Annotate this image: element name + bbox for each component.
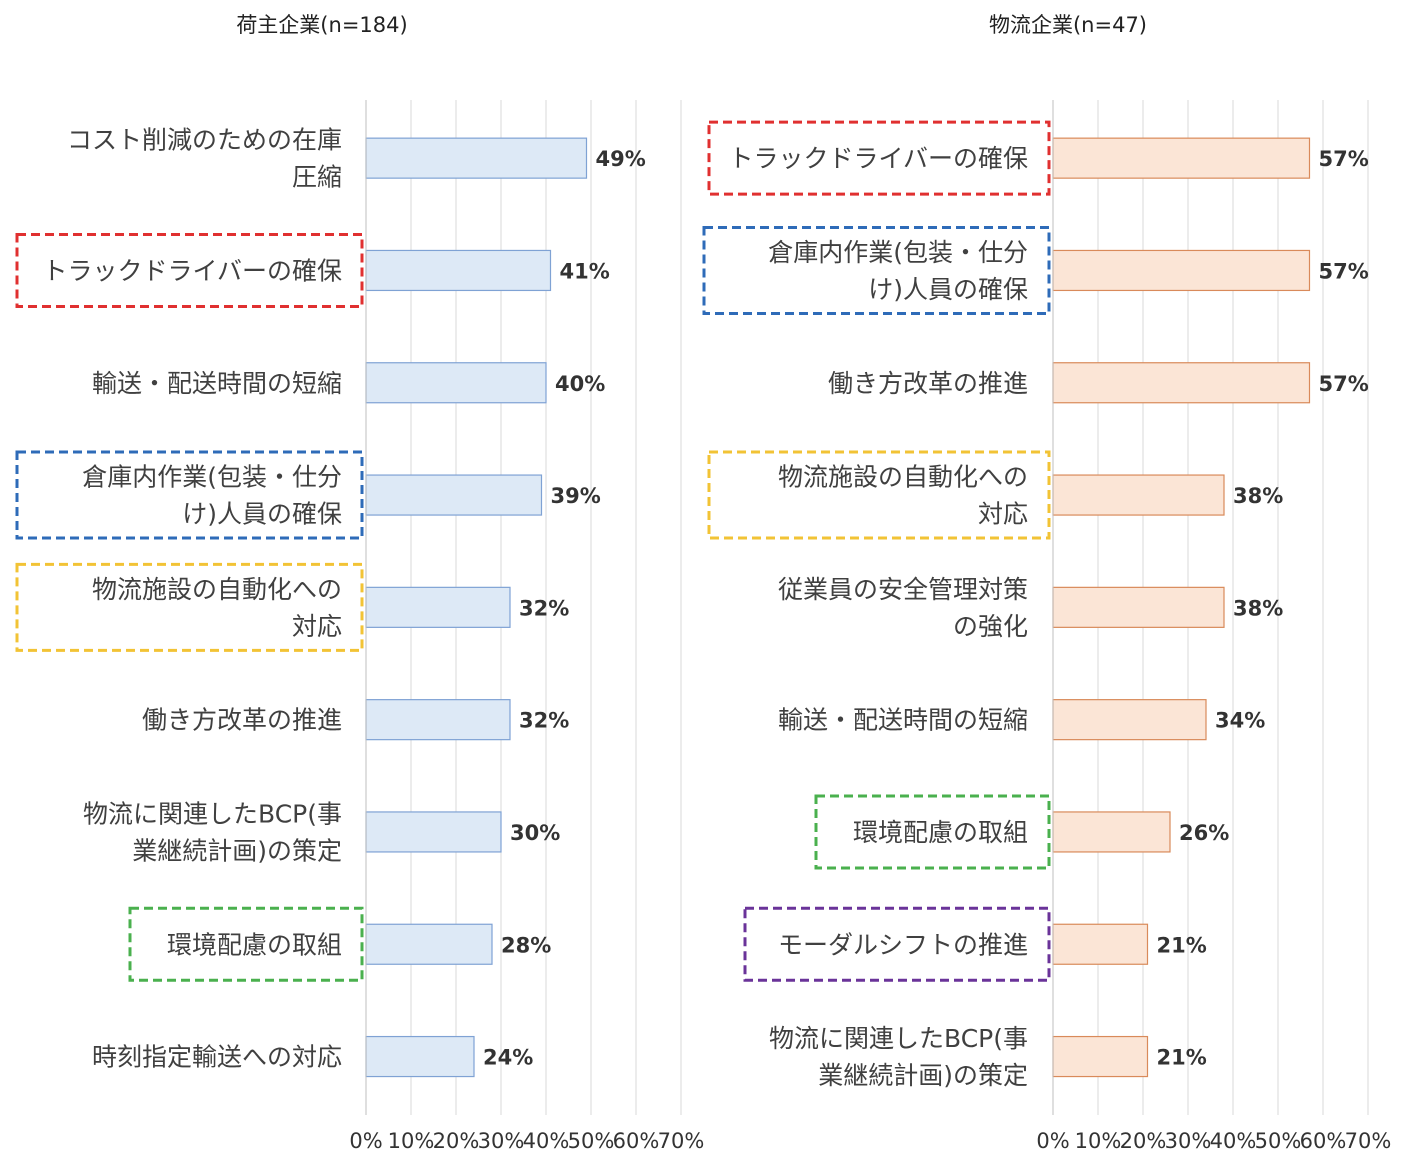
bar-0-2 (365, 362, 547, 404)
bar-1-7 (1052, 923, 1149, 965)
value-label-1-4: 38% (1233, 596, 1283, 620)
x-tick-label-0-0: 0% (349, 1129, 382, 1153)
highlight-box-1-7 (743, 906, 1051, 982)
category-label-0-3-1: け)人員の確保 (182, 500, 342, 529)
category-label-0-1-0: トラックドライバーの確保 (42, 256, 342, 285)
highlight-box-0-3 (15, 450, 364, 540)
category-label-1-5-0: 輸送・配送時間の短縮 (778, 706, 1028, 735)
category-label-1-1-0: 倉庫内作業(包装・仕分 (768, 238, 1028, 267)
bar-0-1 (365, 249, 552, 292)
x-tick-label-0-2: 20% (433, 1129, 480, 1153)
value-label-0-5: 32% (519, 709, 569, 733)
bar-1-6 (1052, 811, 1171, 853)
value-label-1-6: 26% (1179, 821, 1229, 845)
value-label-0-1: 41% (560, 259, 610, 283)
bar-0-6 (365, 811, 502, 853)
x-tick-label-1-5: 50% (1255, 1129, 1302, 1153)
category-label-1-8-1: 業継続計画)の策定 (818, 1061, 1028, 1090)
category-label-1-2-0: 働き方改革の推進 (828, 369, 1028, 398)
value-label-1-3: 38% (1233, 484, 1283, 508)
x-tick-label-1-6: 60% (1300, 1129, 1347, 1153)
value-label-1-1: 57% (1319, 259, 1369, 283)
highlight-box-0-1 (15, 232, 364, 308)
category-label-1-0-0: トラックドライバーの確保 (728, 144, 1028, 173)
bar-0-8 (365, 1035, 475, 1078)
x-tick-label-0-3: 30% (478, 1129, 525, 1153)
category-label-0-2-0: 輸送・配送時間の短縮 (92, 369, 342, 398)
x-tick-label-0-4: 40% (523, 1129, 570, 1153)
category-label-0-5-0: 働き方改革の推進 (142, 706, 342, 735)
category-label-1-6-0: 環境配慮の取組 (853, 818, 1028, 847)
highlight-box-1-0 (707, 120, 1051, 196)
bar-0-7 (365, 923, 493, 965)
x-tick-label-0-6: 60% (613, 1129, 660, 1153)
highlight-box-0-7 (128, 906, 364, 982)
value-label-0-3: 39% (551, 484, 601, 508)
value-label-1-0: 57% (1319, 147, 1369, 171)
category-label-1-7-0: モーダルシフトの推進 (778, 930, 1028, 959)
value-label-1-7: 21% (1157, 933, 1207, 957)
highlight-box-1-1 (702, 225, 1051, 315)
value-label-1-8: 21% (1157, 1046, 1207, 1070)
bar-1-3 (1052, 474, 1225, 516)
x-tick-label-1-4: 40% (1210, 1129, 1257, 1153)
value-label-0-4: 32% (519, 596, 569, 620)
highlight-box-1-6 (814, 794, 1051, 870)
category-label-1-4-0: 従業員の安全管理対策 (778, 575, 1028, 604)
value-label-0-2: 40% (555, 372, 605, 396)
bar-1-1 (1052, 249, 1311, 292)
x-tick-label-0-5: 50% (568, 1129, 615, 1153)
value-label-0-0: 49% (596, 147, 646, 171)
x-tick-label-1-7: 70% (1345, 1129, 1392, 1153)
category-label-0-4-0: 物流施設の自動化への (92, 575, 342, 604)
bar-1-2 (1052, 362, 1311, 404)
value-label-1-2: 57% (1319, 372, 1369, 396)
category-label-0-6-1: 業継続計画)の策定 (132, 836, 342, 865)
x-tick-label-1-3: 30% (1165, 1129, 1212, 1153)
bar-1-8 (1052, 1035, 1149, 1078)
category-label-1-1-1: け)人員の確保 (868, 275, 1028, 304)
bar-1-5 (1052, 699, 1207, 741)
category-label-1-8-0: 物流に関連したBCP(事 (769, 1024, 1028, 1053)
bar-0-5 (365, 699, 511, 741)
x-tick-label-0-7: 70% (658, 1129, 705, 1153)
category-label-0-4-1: 対応 (292, 612, 342, 641)
category-label-0-7-0: 環境配慮の取組 (167, 930, 342, 959)
value-label-1-5: 34% (1215, 709, 1265, 733)
category-label-1-3-0: 物流施設の自動化への (778, 463, 1028, 492)
chart-title-1: 物流企業(n=47) (989, 13, 1147, 37)
category-label-0-6-0: 物流に関連したBCP(事 (83, 799, 342, 828)
bar-0-3 (365, 474, 543, 516)
category-label-0-0-0: コスト削減のための在庫 (67, 126, 342, 155)
bar-0-4 (365, 586, 511, 628)
x-tick-label-1-0: 0% (1036, 1129, 1069, 1153)
highlight-box-0-4 (15, 562, 364, 652)
bar-0-0 (365, 137, 588, 179)
highlight-box-1-3 (707, 450, 1051, 540)
category-label-1-4-1: の強化 (953, 612, 1028, 641)
x-tick-label-1-2: 20% (1120, 1129, 1167, 1153)
bar-1-4 (1052, 586, 1225, 628)
value-label-0-6: 30% (510, 821, 560, 845)
x-tick-label-1-1: 10% (1075, 1129, 1122, 1153)
chart-title-0: 荷主企業(n=184) (236, 13, 407, 37)
category-label-0-8-0: 時刻指定輸送への対応 (92, 1043, 342, 1072)
value-label-0-7: 28% (501, 933, 551, 957)
bar-1-0 (1052, 137, 1311, 179)
category-label-0-3-0: 倉庫内作業(包装・仕分 (82, 463, 342, 492)
value-label-0-8: 24% (483, 1046, 533, 1070)
x-tick-label-0-1: 10% (388, 1129, 435, 1153)
category-label-0-0-1: 圧縮 (292, 163, 342, 192)
category-label-1-3-1: 対応 (978, 500, 1028, 529)
